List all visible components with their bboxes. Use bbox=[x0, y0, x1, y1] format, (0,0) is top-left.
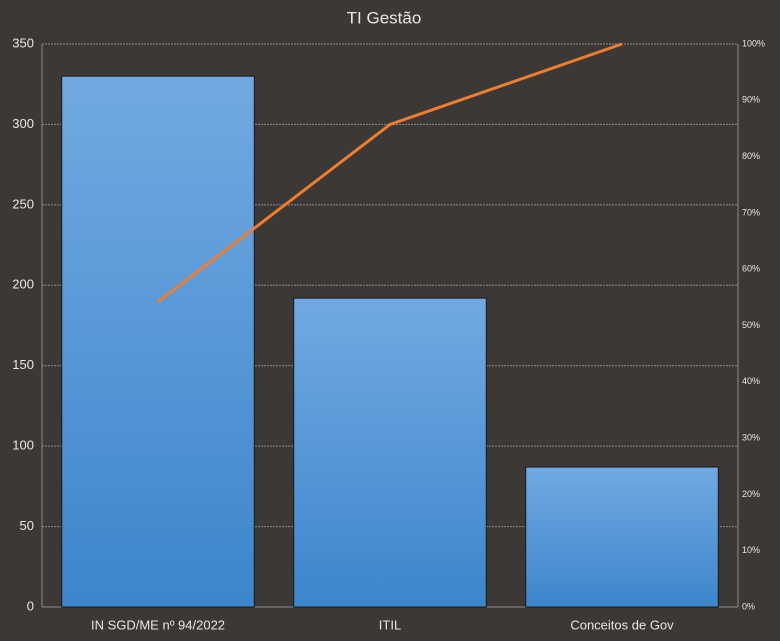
y-tick-label: 0 bbox=[27, 598, 34, 613]
y2-tick-label: 10% bbox=[742, 545, 760, 555]
y2-tick-label: 100% bbox=[742, 38, 765, 48]
y2-tick-label: 50% bbox=[742, 320, 760, 330]
x-tick-label: IN SGD/ME nº 94/2022 bbox=[91, 617, 225, 632]
chart-title: TI Gestão bbox=[347, 8, 422, 27]
y-tick-label: 50 bbox=[20, 518, 34, 533]
y-tick-label: 100 bbox=[12, 438, 34, 453]
y-tick-label: 350 bbox=[12, 35, 34, 50]
y2-tick-label: 80% bbox=[742, 151, 760, 161]
y2-tick-label: 40% bbox=[742, 376, 760, 386]
y-tick-label: 300 bbox=[12, 116, 34, 131]
y2-tick-label: 20% bbox=[742, 489, 760, 499]
y2-tick-label: 60% bbox=[742, 264, 760, 274]
y2-tick-label: 0% bbox=[742, 601, 755, 611]
bar bbox=[61, 75, 255, 608]
y-tick-label: 250 bbox=[12, 196, 34, 211]
y2-tick-label: 90% bbox=[742, 95, 760, 105]
y2-tick-label: 70% bbox=[742, 207, 760, 217]
x-tick-label: Conceitos de Gov bbox=[570, 617, 674, 632]
x-tick-label: ITIL bbox=[379, 617, 401, 632]
bar bbox=[293, 297, 487, 608]
y2-tick-label: 30% bbox=[742, 432, 760, 442]
line bbox=[157, 42, 623, 304]
y-tick-label: 150 bbox=[12, 357, 34, 372]
bar bbox=[525, 466, 719, 608]
y-tick-label: 200 bbox=[12, 277, 34, 292]
